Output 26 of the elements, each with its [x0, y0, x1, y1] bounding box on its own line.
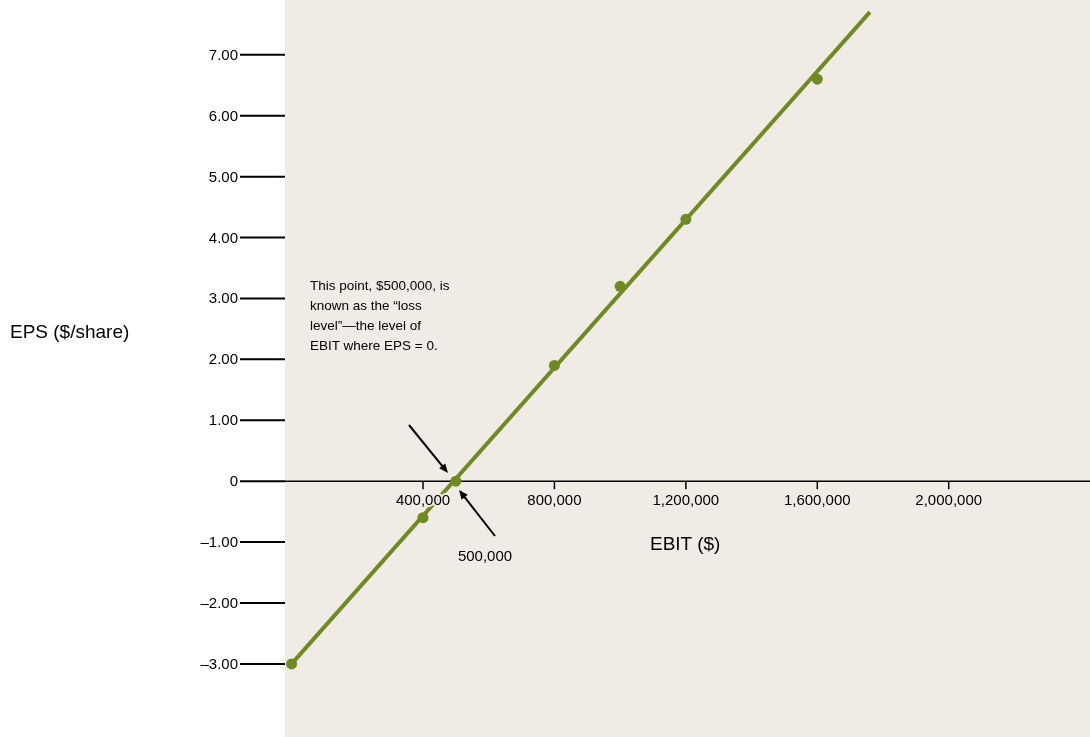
annotation: 500,000	[457, 547, 513, 564]
y-tick-label: 7.00	[208, 45, 238, 63]
point	[286, 658, 298, 670]
y-tick-label: 6.00	[208, 106, 238, 124]
point	[548, 359, 560, 371]
y-tick-label: –3.00	[200, 654, 238, 672]
annotation: This point, $500,000, is known as the “loss level”—the level of EBIT where EPS = 0.	[310, 277, 451, 355]
x-axis-title: EBIT ($)	[650, 533, 721, 556]
y-tick-label: 4.00	[208, 228, 238, 246]
point	[680, 213, 692, 225]
y-axis-title: EPS ($/share)	[10, 321, 130, 344]
point	[811, 73, 823, 85]
point	[417, 512, 429, 524]
y-tick-label: 2.00	[208, 350, 238, 368]
y-tick-label: 5.00	[208, 167, 238, 185]
x-tick-label: 1,200,000	[652, 491, 720, 509]
x-tick-label: 800,000	[527, 491, 582, 509]
y-tick-label: –2.00	[200, 594, 238, 611]
y-tick-label: 0	[229, 472, 238, 490]
point	[614, 280, 626, 292]
y-tick-label: 3.00	[208, 289, 238, 307]
y-tick-label: 1.00	[208, 411, 238, 429]
x-tick-label: 1,600,000	[783, 491, 851, 509]
x-tick-label: 2,000,000	[915, 491, 983, 509]
y-tick-label: –1.00	[200, 533, 238, 551]
point	[450, 475, 462, 487]
